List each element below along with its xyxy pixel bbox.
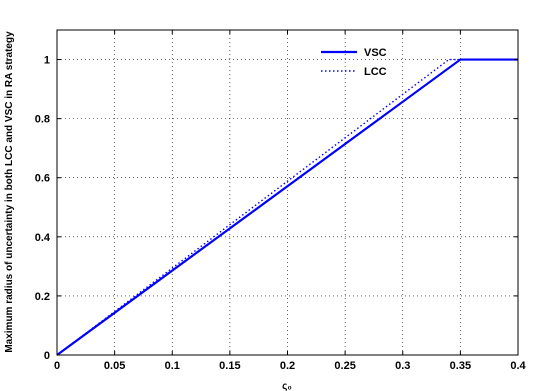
x-tick-label: 0.3 [395, 360, 410, 372]
y-tick-label: 0 [44, 350, 50, 362]
y-axis-label: Maximum radius of uncertainty in both LC… [4, 31, 15, 353]
x-tick-label: 0.4 [510, 360, 526, 372]
y-tick-label: 0.2 [35, 291, 50, 303]
plot-background [57, 30, 518, 355]
legend: VSC LCC [321, 47, 387, 78]
y-ticks: 0 0.2 0.4 0.6 0.8 1 [35, 55, 518, 362]
x-tick-label: 0.05 [104, 360, 125, 372]
x-tick-label: 0.35 [450, 360, 471, 372]
x-tick-label: 0.15 [219, 360, 240, 372]
y-tick-label: 1 [44, 55, 50, 67]
legend-label-vsc: VSC [364, 47, 387, 59]
grid [57, 30, 518, 355]
y-tick-label: 0.6 [35, 173, 50, 185]
x-axis-label: ς₀ [282, 381, 292, 391]
y-tick-label: 0.4 [35, 232, 51, 244]
y-tick-label: 0.8 [35, 114, 50, 126]
x-tick-label: 0.25 [334, 360, 355, 372]
legend-label-lcc: LCC [364, 66, 387, 78]
x-tick-label: 0 [54, 360, 60, 372]
series-layer [56, 58, 518, 356]
x-ticks: 0 0.05 0.1 0.15 0.2 0.25 0.3 0.35 0.4 [54, 30, 527, 372]
x-tick-label: 0.2 [280, 360, 295, 372]
series-line-lcc [56, 58, 518, 356]
x-tick-label: 0.1 [165, 360, 180, 372]
